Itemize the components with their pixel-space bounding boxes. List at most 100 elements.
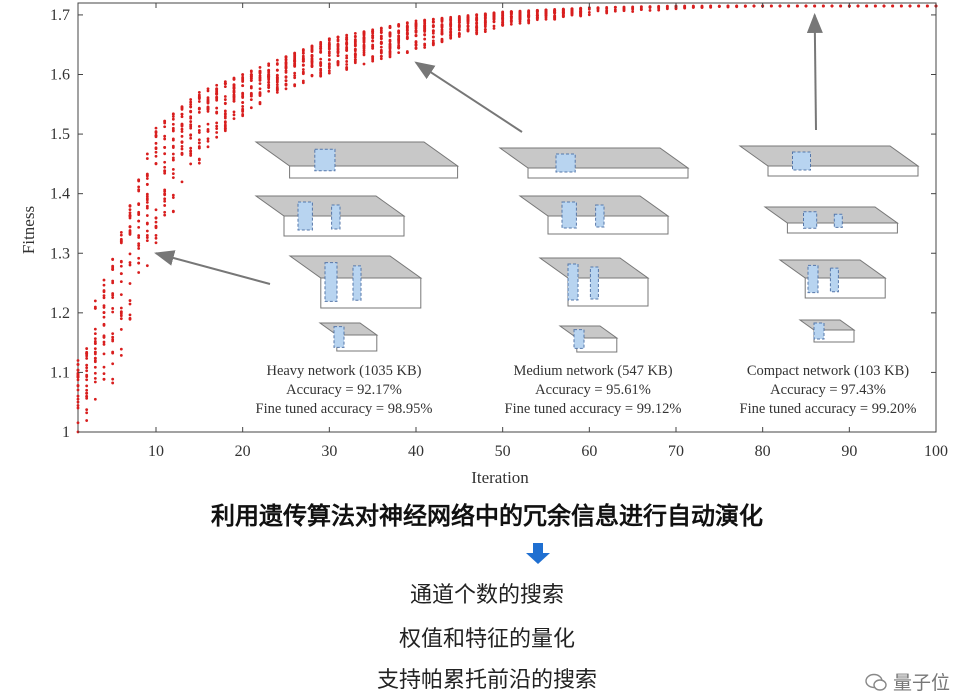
fitness-point [631,5,635,9]
fitness-point [180,147,184,151]
fitness-point [215,98,219,102]
y-tick-label: 1.6 [50,67,70,84]
fitness-point [561,9,565,13]
fitness-point [180,153,184,156]
fitness-point [163,199,167,203]
fitness-point [457,15,461,18]
fitness-point [163,204,167,207]
fitness-point [388,42,392,46]
fitness-point [345,37,349,41]
fitness-point [284,55,288,59]
fitness-point [267,68,271,72]
fitness-point [336,62,340,66]
fitness-point [293,51,297,55]
fitness-point [171,193,175,197]
fitness-point [137,244,141,248]
fitness-point [579,10,583,14]
fitness-point [293,64,297,68]
fitness-point [397,30,401,33]
fitness-point [535,13,539,17]
fitness-point [154,208,158,212]
fitness-point [145,201,149,204]
plot-border [77,2,937,433]
fitness-point [111,335,115,339]
fitness-point [449,22,453,26]
fitness-point [371,28,375,32]
fitness-point [215,87,219,91]
fitness-point [145,229,149,233]
fitness-point [171,126,175,130]
fitness-point [111,268,115,271]
fitness-point [197,146,201,150]
fitness-point [691,4,695,8]
fitness-point [145,236,149,240]
fitness-point [128,313,132,317]
fitness-point [518,12,522,16]
fitness-point [319,64,323,68]
fitness-point [882,4,886,8]
fitness-point [301,51,305,55]
fitness-point [189,102,193,106]
fitness-point [284,66,288,70]
fitness-point [821,4,825,8]
x-tick-label: 60 [581,443,597,460]
fitness-point [85,388,89,392]
fitness-point [119,353,123,357]
fitness-point [154,141,158,145]
fitness-point [544,11,548,14]
fitness-point [76,359,80,362]
fitness-point [154,154,158,158]
fitness-point [795,4,799,8]
fitness-point [258,92,262,95]
fitness-point [111,362,115,366]
fitness-point [180,112,184,116]
fitness-point [145,152,149,156]
fitness-point [570,12,574,15]
fitness-point [76,363,80,366]
fitness-point [102,372,106,376]
fitness-point [197,129,201,132]
x-tick-label: 80 [755,443,771,460]
fitness-point [85,375,89,378]
bullet-quantization: 权值和特征的量化 [398,627,575,652]
fitness-point [275,88,279,92]
fitness-point [119,312,123,316]
fitness-point [327,58,331,61]
fitness-point [319,67,323,71]
fitness-point [180,124,184,128]
fitness-point [275,68,279,72]
fitness-point [345,33,349,37]
fitness-point [189,98,193,101]
fitness-point [657,4,661,8]
fitness-point [492,20,496,24]
fitness-point [85,356,89,360]
fitness-point [241,110,245,113]
fitness-point [440,16,444,20]
fitness-point [483,21,487,25]
fitness-point [492,24,496,28]
fitness-point [345,60,349,63]
fitness-point [215,124,219,128]
fitness-point [414,40,418,43]
fitness-point [639,5,643,9]
fitness-point [145,206,149,210]
fitness-point [466,18,470,22]
fitness-point [440,24,444,27]
fitness-point [232,86,236,90]
fitness-point [275,58,279,62]
annotation-arrow [414,61,523,133]
fitness-point [128,211,132,215]
fitness-point [353,55,357,59]
fitness-point [137,242,141,246]
fitness-point [85,347,89,350]
fitness-point [241,96,245,99]
fitness-point [553,8,557,11]
fitness-point [431,29,435,33]
fitness-point [301,59,305,63]
fitness-point [145,192,149,196]
fitness-point [119,272,123,276]
network-diagrams [254,141,920,353]
fitness-point [527,20,531,24]
fitness-point [631,10,635,13]
fitness-point [466,14,470,17]
